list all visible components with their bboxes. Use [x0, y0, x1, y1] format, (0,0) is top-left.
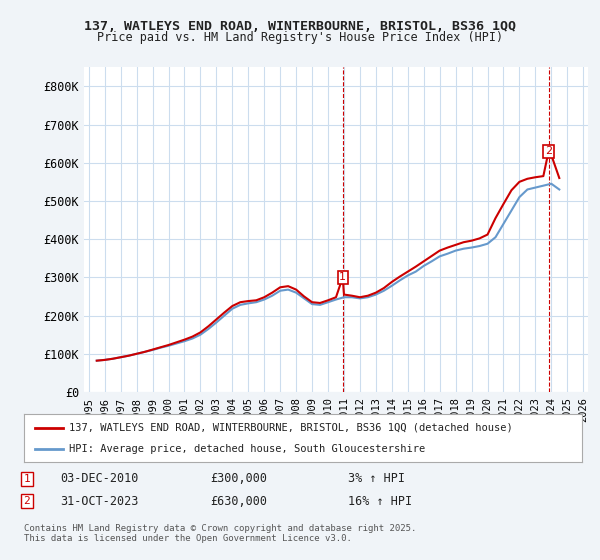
Text: Price paid vs. HM Land Registry's House Price Index (HPI): Price paid vs. HM Land Registry's House …: [97, 31, 503, 44]
Text: 3% ↑ HPI: 3% ↑ HPI: [348, 472, 405, 486]
Text: 1: 1: [23, 474, 31, 484]
Text: 31-OCT-2023: 31-OCT-2023: [60, 494, 139, 508]
Text: 1: 1: [339, 272, 346, 282]
Text: £630,000: £630,000: [210, 494, 267, 508]
Text: 03-DEC-2010: 03-DEC-2010: [60, 472, 139, 486]
Text: 137, WATLEYS END ROAD, WINTERBOURNE, BRISTOL, BS36 1QQ: 137, WATLEYS END ROAD, WINTERBOURNE, BRI…: [84, 20, 516, 32]
Text: 16% ↑ HPI: 16% ↑ HPI: [348, 494, 412, 508]
Text: HPI: Average price, detached house, South Gloucestershire: HPI: Average price, detached house, Sout…: [68, 444, 425, 454]
Text: £300,000: £300,000: [210, 472, 267, 486]
Text: Contains HM Land Registry data © Crown copyright and database right 2025.
This d: Contains HM Land Registry data © Crown c…: [24, 524, 416, 543]
Text: 137, WATLEYS END ROAD, WINTERBOURNE, BRISTOL, BS36 1QQ (detached house): 137, WATLEYS END ROAD, WINTERBOURNE, BRI…: [68, 423, 512, 433]
Text: 2: 2: [545, 146, 552, 156]
Text: 2: 2: [23, 496, 31, 506]
